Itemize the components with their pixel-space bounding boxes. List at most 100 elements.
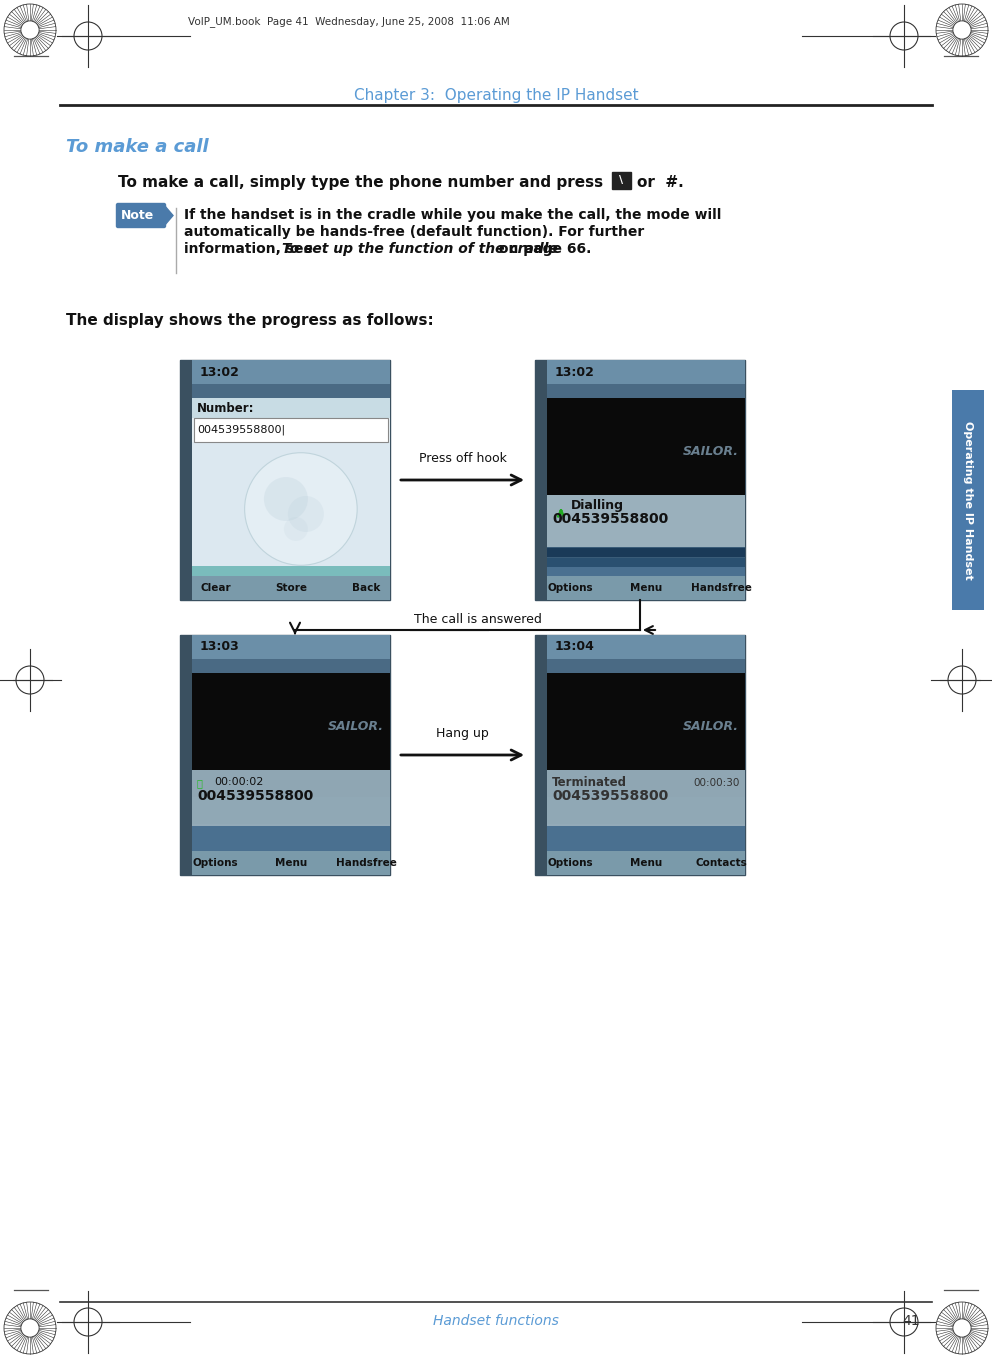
Bar: [547, 384, 745, 398]
Text: Handsfree: Handsfree: [336, 858, 397, 868]
Text: SAILOR.: SAILOR.: [683, 720, 739, 733]
Bar: [547, 674, 745, 770]
Bar: [192, 441, 390, 576]
Text: information, see: information, see: [184, 242, 317, 257]
Bar: [192, 797, 390, 824]
Text: SAILOR.: SAILOR.: [328, 720, 384, 733]
Text: Handsfree: Handsfree: [690, 583, 752, 593]
Text: Number:: Number:: [197, 402, 255, 414]
Text: 004539558800: 004539558800: [552, 789, 669, 803]
Text: Options: Options: [193, 858, 238, 868]
Circle shape: [953, 20, 971, 39]
Circle shape: [21, 20, 39, 39]
Circle shape: [21, 1319, 39, 1338]
Bar: [547, 558, 745, 568]
Text: 41: 41: [903, 1315, 920, 1328]
Text: The display shows the progress as follows:: The display shows the progress as follow…: [66, 312, 434, 329]
Text: Dialling: Dialling: [571, 498, 624, 512]
Text: To make a call: To make a call: [66, 139, 208, 156]
Text: Hang up: Hang up: [436, 727, 489, 740]
Text: Menu: Menu: [630, 583, 662, 593]
Bar: [547, 636, 745, 659]
Bar: [192, 851, 390, 875]
Bar: [192, 566, 390, 576]
Text: 13:02: 13:02: [200, 365, 240, 379]
Bar: [547, 770, 745, 851]
Bar: [192, 636, 390, 659]
Text: 004539558800: 004539558800: [197, 789, 313, 803]
Text: automatically be hands-free (default function). For further: automatically be hands-free (default fun…: [184, 225, 644, 239]
Bar: [192, 360, 390, 384]
Text: Clear: Clear: [200, 583, 231, 593]
Text: Contacts: Contacts: [695, 858, 747, 868]
Bar: [192, 770, 390, 851]
Text: 📞: 📞: [197, 778, 203, 788]
Bar: [547, 770, 745, 797]
Bar: [192, 659, 390, 674]
Text: To set up the function of the cradle: To set up the function of the cradle: [282, 242, 558, 257]
Text: Back: Back: [352, 583, 380, 593]
Bar: [192, 398, 390, 576]
Circle shape: [953, 1319, 971, 1338]
Text: 00:00:30: 00:00:30: [693, 778, 740, 788]
Bar: [535, 636, 547, 875]
Bar: [192, 576, 390, 600]
Text: SAILOR.: SAILOR.: [683, 445, 739, 458]
Text: Chapter 3:  Operating the IP Handset: Chapter 3: Operating the IP Handset: [354, 88, 638, 103]
Bar: [535, 360, 745, 600]
Text: The call is answered: The call is answered: [414, 612, 542, 626]
Bar: [547, 547, 745, 576]
Text: 004539558800: 004539558800: [552, 512, 669, 526]
Bar: [192, 824, 390, 851]
Text: 13:03: 13:03: [200, 641, 240, 653]
Text: \: \: [619, 175, 624, 186]
Bar: [612, 172, 631, 189]
Bar: [547, 659, 745, 674]
Text: 13:02: 13:02: [555, 365, 595, 379]
Text: on page 66.: on page 66.: [494, 242, 591, 257]
Text: Operating the IP Handset: Operating the IP Handset: [963, 421, 973, 580]
Text: Note: Note: [121, 209, 155, 221]
Text: Menu: Menu: [630, 858, 662, 868]
Text: or  #.: or #.: [637, 175, 683, 190]
Text: To make a call, simply type the phone number and press: To make a call, simply type the phone nu…: [118, 175, 603, 190]
Bar: [180, 360, 390, 600]
Bar: [547, 568, 745, 576]
Bar: [547, 549, 745, 557]
Bar: [180, 636, 390, 875]
Text: 004539558800|: 004539558800|: [197, 425, 285, 436]
Bar: [547, 398, 745, 496]
Bar: [547, 360, 745, 384]
Text: If the handset is in the cradle while you make the call, the mode will: If the handset is in the cradle while yo…: [184, 208, 721, 221]
Bar: [547, 496, 745, 547]
Text: Terminated: Terminated: [552, 777, 627, 789]
Bar: [547, 824, 745, 851]
Bar: [192, 674, 390, 770]
Text: Options: Options: [548, 583, 593, 593]
Bar: [535, 360, 547, 600]
Text: 00:00:02: 00:00:02: [214, 777, 263, 788]
Bar: [180, 360, 192, 600]
Bar: [547, 576, 745, 600]
Bar: [192, 384, 390, 398]
Bar: [535, 636, 745, 875]
Bar: [192, 770, 390, 826]
Bar: [192, 770, 390, 797]
Bar: [547, 797, 745, 824]
Bar: [547, 851, 745, 875]
Text: Press off hook: Press off hook: [419, 451, 507, 464]
Bar: [194, 418, 388, 441]
Circle shape: [288, 496, 324, 532]
Text: Handset functions: Handset functions: [434, 1315, 558, 1328]
Bar: [952, 390, 984, 610]
Text: Store: Store: [275, 583, 307, 593]
Text: 13:04: 13:04: [555, 641, 595, 653]
Bar: [180, 636, 192, 875]
FancyBboxPatch shape: [116, 204, 166, 228]
Polygon shape: [164, 205, 173, 225]
Bar: [192, 398, 390, 418]
Bar: [547, 770, 745, 826]
Circle shape: [284, 517, 308, 540]
Text: Options: Options: [548, 858, 593, 868]
Circle shape: [264, 477, 308, 521]
